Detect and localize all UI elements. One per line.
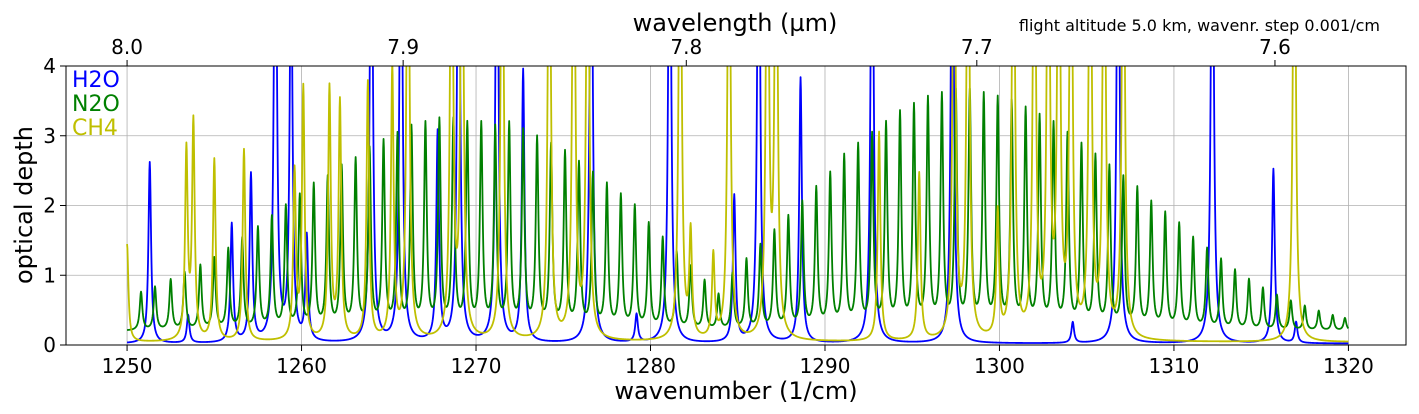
y-tick-label: 0 bbox=[43, 333, 56, 357]
series-line-h2o bbox=[126, 66, 1349, 345]
top-tick-label: 7.9 bbox=[387, 35, 419, 59]
series-line-ch4 bbox=[126, 66, 1349, 343]
y-tick-label: 1 bbox=[43, 263, 56, 287]
x-tick-label: 1300 bbox=[974, 354, 1025, 378]
top-tick-label: 8.0 bbox=[111, 35, 143, 59]
x-tick-label: 1250 bbox=[102, 354, 153, 378]
x-tick-label: 1290 bbox=[800, 354, 851, 378]
legend-entry-h2o: H2O bbox=[72, 68, 120, 93]
x-tick-label: 1270 bbox=[451, 354, 502, 378]
x-tick-label: 1320 bbox=[1323, 354, 1374, 378]
y-tick-label: 3 bbox=[43, 124, 56, 148]
series-layer bbox=[126, 66, 1350, 345]
x-tick-label: 1280 bbox=[625, 354, 676, 378]
top-axis: 8.0 7.9 7.8 7.7 7.6 bbox=[111, 35, 1291, 66]
x-axis: 1250 1260 1270 1280 1290 1300 1310 1320 bbox=[102, 345, 1374, 378]
y-tick-label: 2 bbox=[43, 194, 56, 218]
x-tick-label: 1310 bbox=[1148, 354, 1199, 378]
x-axis-title: wavenumber (1/cm) bbox=[614, 377, 857, 405]
legend-entry-ch4: CH4 bbox=[72, 116, 118, 141]
top-axis-title: wavelength (µm) bbox=[633, 9, 838, 37]
legend-entry-n2o: N2O bbox=[72, 92, 120, 117]
y-tick-label: 4 bbox=[43, 54, 56, 78]
y-axis: 0 1 2 3 4 bbox=[43, 54, 66, 357]
top-tick-label: 7.8 bbox=[670, 35, 702, 59]
top-tick-label: 7.6 bbox=[1259, 35, 1291, 59]
y-axis-title: optical depth bbox=[10, 126, 38, 284]
flight-info-annotation: flight altitude 5.0 km, wavenr. step 0.0… bbox=[1019, 16, 1380, 35]
top-tick-label: 7.7 bbox=[961, 35, 993, 59]
series-line-n2o bbox=[126, 87, 1350, 331]
x-tick-label: 1260 bbox=[276, 354, 327, 378]
